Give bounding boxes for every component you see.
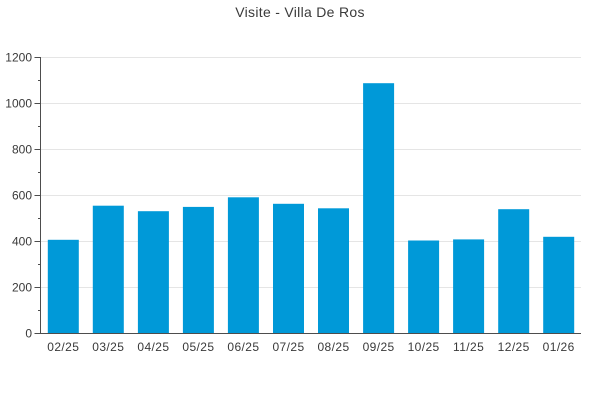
svg-text:01/26: 01/26: [543, 340, 575, 354]
svg-text:02/25: 02/25: [47, 340, 79, 354]
svg-text:03/25: 03/25: [92, 340, 124, 354]
svg-text:06/25: 06/25: [227, 340, 259, 354]
svg-text:200: 200: [12, 281, 32, 295]
svg-text:12/25: 12/25: [498, 340, 530, 354]
svg-text:600: 600: [12, 189, 32, 203]
svg-text:04/25: 04/25: [137, 340, 169, 354]
svg-text:1200: 1200: [5, 51, 32, 65]
svg-text:Visite - Villa De Ros: Visite - Villa De Ros: [235, 4, 365, 20]
svg-text:10/25: 10/25: [408, 340, 440, 354]
svg-text:800: 800: [12, 143, 32, 157]
svg-text:08/25: 08/25: [317, 340, 349, 354]
svg-text:07/25: 07/25: [272, 340, 304, 354]
svg-text:400: 400: [12, 235, 32, 249]
svg-text:09/25: 09/25: [363, 340, 395, 354]
svg-text:05/25: 05/25: [182, 340, 214, 354]
svg-text:11/25: 11/25: [453, 340, 484, 354]
svg-text:1000: 1000: [5, 97, 32, 111]
svg-text:0: 0: [25, 327, 32, 341]
